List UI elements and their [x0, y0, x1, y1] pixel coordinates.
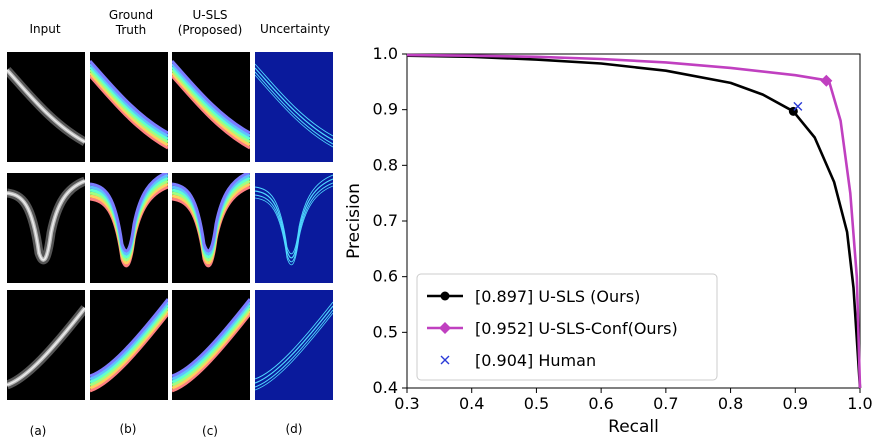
y-tick-label: 0.8 [373, 155, 398, 174]
legend-label-3: [0.904] Human [475, 351, 596, 370]
legend-marker-3 [440, 355, 450, 365]
image-tile-pred-row1 [172, 52, 250, 162]
y-tick-label: 0.9 [373, 100, 398, 119]
image-tile-input-row2 [7, 173, 85, 283]
legend-marker-1 [440, 291, 450, 301]
header-ground-truth: Ground Truth [96, 8, 166, 38]
header-uncertainty-text: Uncertainty [259, 22, 331, 36]
header-u-sls-text: U-SLS (Proposed) [177, 8, 243, 37]
legend-marker-2 [439, 322, 451, 334]
header-u-sls: U-SLS (Proposed) [168, 8, 252, 38]
panel-label-c: (c) [202, 424, 218, 438]
x-tick-label: 0.8 [718, 394, 743, 413]
x-tick-label: 0.9 [783, 394, 808, 413]
legend-label-2: [0.952] U-SLS-Conf(Ours) [475, 319, 678, 338]
series-point-2 [820, 74, 833, 87]
panel-label-a: (a) [29, 424, 47, 438]
panel-label-b: (b) [119, 422, 137, 436]
image-tile-input-row1 [7, 52, 85, 162]
y-axis-label: Precision [345, 183, 364, 259]
header-uncertainty: Uncertainty [252, 22, 338, 37]
image-tile-pred-row2 [172, 173, 250, 283]
x-axis-label: Recall [608, 417, 659, 437]
image-tile-gt-row2 [90, 173, 168, 283]
header-input-text: Input [29, 22, 61, 36]
legend-label-1: [0.897] U-SLS (Ours) [475, 287, 640, 306]
x-tick-label: 0.5 [524, 394, 549, 413]
series-line-2 [406, 53, 862, 389]
x-tick-label: 1.0 [847, 394, 872, 413]
x-tick-label: 0.7 [653, 394, 678, 413]
panel-label-d: (d) [285, 422, 303, 436]
legend-box [416, 273, 718, 381]
precision-recall-chart: 0.3 0.4 0.5 0.6 0.7 0.8 0.9 1.00.40.50.60.70.80… [345, 44, 873, 437]
image-tile-unc-row2 [255, 173, 333, 283]
y-tick-label: 0.5 [373, 322, 398, 341]
image-tile-unc-row3 [255, 290, 333, 400]
x-tick-label: 0.3 [394, 394, 419, 413]
header-input: Input [20, 22, 70, 37]
image-tile-input-row3 [7, 290, 85, 400]
series-line-1 [406, 54, 862, 389]
image-tile-gt-row1 [90, 52, 168, 162]
y-tick-label: 1.0 [373, 44, 398, 63]
y-tick-label: 0.7 [373, 211, 398, 230]
image-tile-unc-row1 [255, 52, 333, 162]
header-ground-truth-text: Ground Truth [108, 8, 154, 37]
y-tick-label: 0.4 [373, 378, 398, 397]
image-tile-gt-row3 [90, 290, 168, 400]
y-tick-label: 0.6 [373, 267, 398, 286]
x-tick-label: 0.4 [459, 394, 484, 413]
image-tile-pred-row3 [172, 290, 250, 400]
series-point-3 [793, 101, 803, 111]
x-tick-label: 0.6 [588, 394, 613, 413]
